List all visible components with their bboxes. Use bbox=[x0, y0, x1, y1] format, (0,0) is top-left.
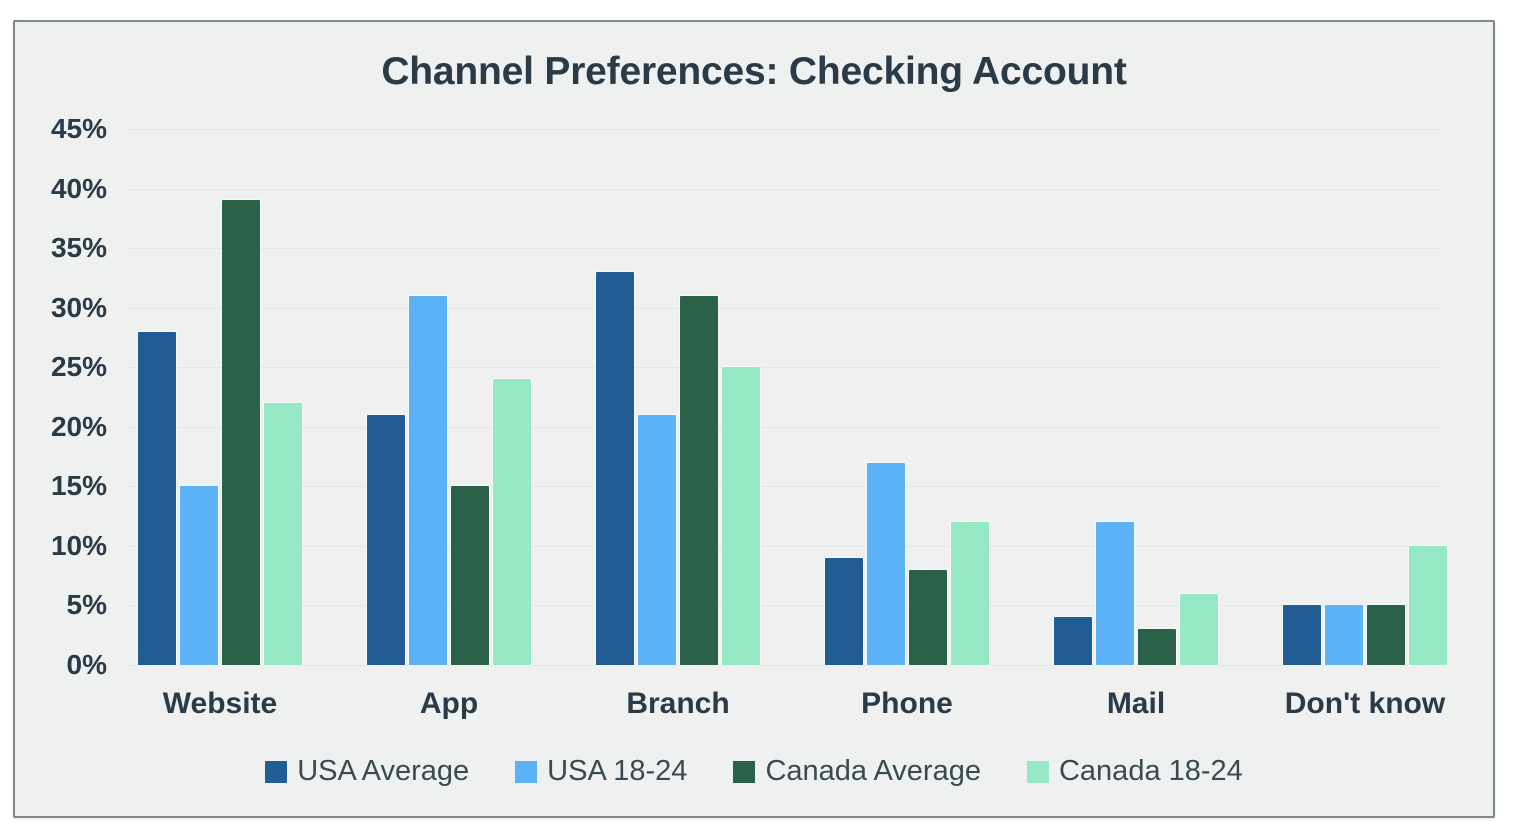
bar[interactable] bbox=[1138, 629, 1176, 665]
bar[interactable] bbox=[1283, 605, 1321, 665]
legend-item[interactable]: Canada 18-24 bbox=[1026, 755, 1243, 788]
y-axis-tick-label: 30% bbox=[50, 291, 107, 323]
bar[interactable] bbox=[264, 402, 302, 665]
y-axis-tick-label: 35% bbox=[50, 232, 107, 264]
y-axis-tick-label: 45% bbox=[50, 113, 107, 144]
legend-item[interactable]: USA Average bbox=[265, 755, 469, 788]
legend-label: USA 18-24 bbox=[547, 755, 688, 787]
bar[interactable] bbox=[596, 271, 634, 665]
bar-group: Phone bbox=[825, 129, 989, 720]
x-axis-category-label: Mail bbox=[1106, 687, 1166, 720]
legend: USA Average USA 18-24 Canada Average Canada… bbox=[15, 755, 1493, 788]
gridline bbox=[125, 486, 1442, 488]
bar[interactable] bbox=[493, 379, 531, 665]
x-axis-category-label: Phone bbox=[861, 687, 953, 720]
gridline bbox=[125, 367, 1442, 369]
bar-group: Mail bbox=[1054, 129, 1218, 720]
bar[interactable] bbox=[1325, 605, 1363, 665]
y-axis-tick-label: 10% bbox=[50, 529, 107, 561]
legend-label: USA Average bbox=[297, 755, 470, 787]
bar[interactable] bbox=[951, 522, 989, 665]
y-axis-tick-label: 0% bbox=[66, 649, 107, 680]
chart-card: Channel Preferences: Checking Account 0%… bbox=[13, 20, 1495, 818]
x-axis-category-label: App bbox=[419, 687, 479, 720]
y-axis-tick-label: 5% bbox=[66, 589, 107, 621]
bar[interactable] bbox=[409, 295, 447, 665]
y-axis-tick-label: 20% bbox=[50, 410, 107, 442]
bar-group: Branch bbox=[596, 129, 760, 720]
bar[interactable] bbox=[825, 557, 863, 665]
x-axis-category-label: Branch bbox=[626, 687, 730, 720]
bar[interactable] bbox=[367, 414, 405, 665]
x-axis-category-label: Website bbox=[162, 687, 278, 720]
bar-group: Don't know bbox=[1283, 129, 1447, 720]
bar[interactable] bbox=[1096, 522, 1134, 665]
bar[interactable] bbox=[451, 486, 489, 665]
legend-item[interactable]: Canada Average bbox=[733, 755, 981, 788]
bar[interactable] bbox=[1180, 593, 1218, 665]
y-axis-tick-label: 15% bbox=[50, 470, 107, 502]
plot-area: 0% 5% 10% 15% 20% 25% 30% 35% 40% 45% Website App B… bbox=[51, 113, 1447, 720]
gridline bbox=[125, 188, 1442, 190]
legend-item[interactable]: USA 18-24 bbox=[515, 755, 687, 788]
gridline bbox=[125, 665, 1442, 666]
bar-groups: Website App Branch Phone Mail Don't know bbox=[125, 129, 1447, 720]
bar-group: App bbox=[367, 129, 531, 720]
bar[interactable] bbox=[1409, 545, 1447, 665]
legend-swatch-icon bbox=[265, 760, 288, 783]
legend-swatch-icon bbox=[515, 760, 538, 783]
gridline bbox=[125, 248, 1442, 250]
gridline bbox=[125, 426, 1442, 428]
bar[interactable] bbox=[680, 295, 718, 665]
gridline bbox=[125, 605, 1442, 607]
gridline bbox=[125, 307, 1442, 309]
bar[interactable] bbox=[138, 331, 176, 665]
y-axis-tick-label: 25% bbox=[50, 351, 107, 383]
y-axis-tick-label: 40% bbox=[50, 172, 107, 204]
legend-swatch-icon bbox=[1026, 760, 1049, 783]
chart-title: Channel Preferences: Checking Account bbox=[381, 50, 1127, 93]
gridline bbox=[125, 545, 1442, 547]
bar[interactable] bbox=[1367, 605, 1405, 665]
legend-label: Canada Average bbox=[765, 755, 981, 787]
bar[interactable] bbox=[909, 569, 947, 665]
legend-swatch-icon bbox=[733, 760, 756, 783]
bar[interactable] bbox=[222, 200, 260, 665]
bar-group: Website bbox=[138, 129, 302, 720]
bar[interactable] bbox=[638, 414, 676, 665]
x-axis-category-label: Don't know bbox=[1284, 687, 1446, 720]
legend-label: Canada 18-24 bbox=[1058, 755, 1243, 787]
gridline bbox=[125, 129, 1442, 130]
bar[interactable] bbox=[722, 367, 760, 665]
bar[interactable] bbox=[1054, 617, 1092, 665]
bar[interactable] bbox=[180, 486, 218, 665]
bar[interactable] bbox=[867, 462, 905, 665]
